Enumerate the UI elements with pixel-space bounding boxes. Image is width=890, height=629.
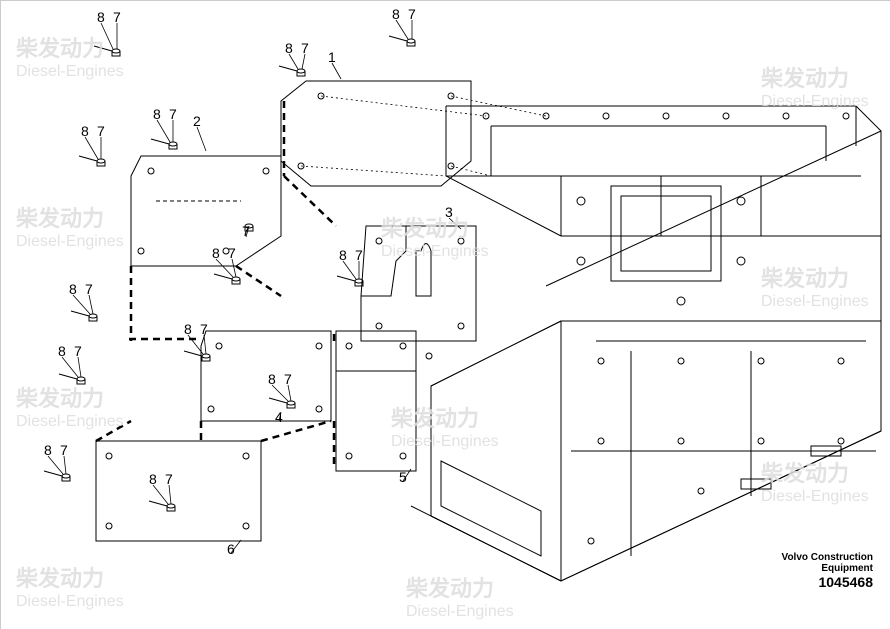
callout-c28: 5 — [399, 469, 407, 485]
callout-c8: 8 — [81, 123, 89, 139]
plate-1 — [281, 81, 471, 186]
callout-c16: 3 — [445, 204, 453, 220]
callout-c29: 6 — [227, 541, 235, 557]
callout-c25: 4 — [275, 409, 283, 425]
callout-c6: 8 — [392, 6, 400, 22]
brand-line2: Equipment — [782, 563, 873, 574]
plate-2 — [131, 156, 281, 266]
callout-c19: 8 — [184, 321, 192, 337]
part-number: 1045468 — [818, 574, 873, 590]
callout-c4: 7 — [301, 40, 309, 56]
diagram-container: 878718787872787387878787487568787 柴发动力Di… — [0, 0, 890, 629]
callout-c10: 8 — [153, 106, 161, 122]
callout-c24: 7 — [85, 281, 93, 297]
callout-c18: 7 — [355, 247, 363, 263]
technical-drawing — [1, 1, 890, 629]
callout-c7: 7 — [408, 6, 416, 22]
callout-c21: 8 — [58, 343, 66, 359]
chassis-frame — [411, 106, 881, 581]
callout-c26: 8 — [268, 371, 276, 387]
callout-c22: 7 — [74, 343, 82, 359]
callout-c33: 7 — [60, 442, 68, 458]
callout-c2: 7 — [113, 9, 121, 25]
callout-c11: 7 — [169, 106, 177, 122]
callout-c27: 7 — [284, 371, 292, 387]
callout-c30: 8 — [149, 471, 157, 487]
callout-c12: 2 — [193, 113, 201, 129]
callout-c9: 7 — [97, 123, 105, 139]
callout-c31: 7 — [165, 471, 173, 487]
callout-c14: 8 — [212, 245, 220, 261]
brand-line1: Volvo Construction — [782, 552, 873, 563]
plate-6 — [96, 441, 261, 541]
callout-c3: 8 — [285, 40, 293, 56]
callout-c5: 1 — [328, 49, 336, 65]
callout-c20: 7 — [200, 321, 208, 337]
plate-5 — [336, 331, 432, 471]
callout-c1: 8 — [97, 9, 105, 25]
part-number-block: Volvo Construction Equipment 1045468 — [782, 552, 873, 590]
assembly-lines — [301, 96, 546, 176]
callout-c13: 7 — [242, 223, 250, 239]
plate-4 — [201, 331, 331, 421]
callout-c15: 7 — [228, 245, 236, 261]
plate-3 — [361, 226, 476, 341]
callout-c32: 8 — [44, 442, 52, 458]
callout-c17: 8 — [339, 247, 347, 263]
callout-c23: 8 — [69, 281, 77, 297]
